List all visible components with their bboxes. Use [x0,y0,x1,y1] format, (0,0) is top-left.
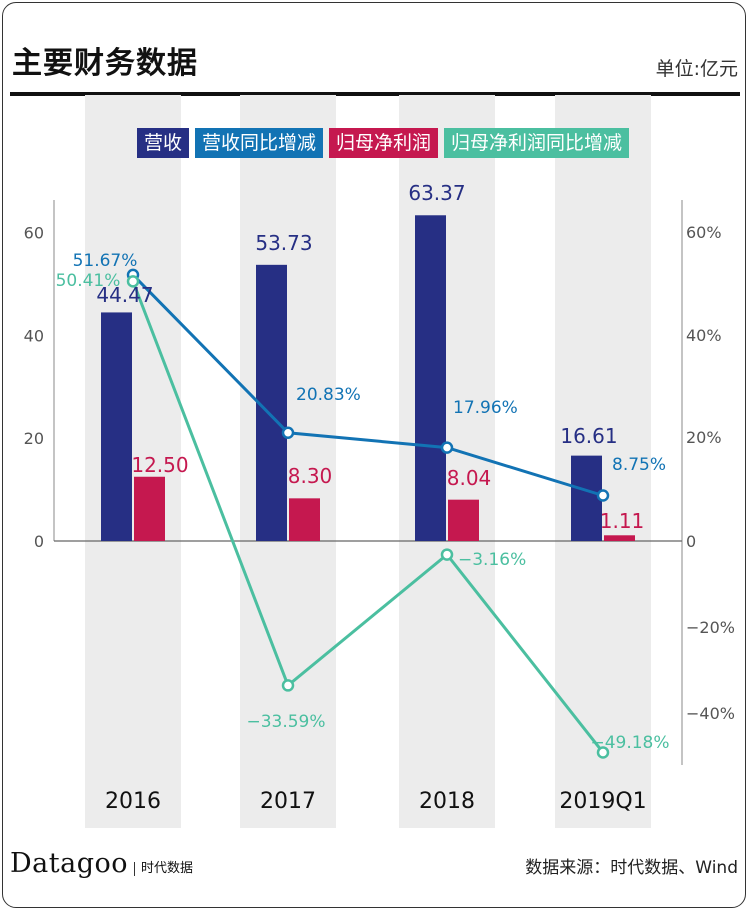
net-profit-yoy-point [440,548,454,561]
net-profit-value-label: 8.04 [447,466,492,490]
left-axis-tick-label: 0 [34,532,44,551]
category-label: 2019Q1 [559,789,646,814]
revenue-yoy-label: 20.83% [296,385,361,405]
chart-title: 主要财务数据 [12,46,198,81]
net-profit-value-label: 8.30 [288,464,333,488]
net-profit-yoy-point [126,275,140,288]
right-axis-tick-label: −20% [686,618,735,637]
right-axis-tick-label: 40% [686,326,722,345]
right-axis-tick-label: 20% [686,428,722,447]
net-profit-bar [448,499,479,541]
brand-subtitle: 时代数据 [134,862,193,876]
revenue-value-label: 44.47 [96,283,153,307]
right-axis-tick-label: 0 [686,532,696,551]
unit-label: 单位:亿元 [655,58,738,80]
net-profit-value-label: 1.11 [600,509,645,533]
legend-item-revenue: 营收 [137,128,190,158]
revenue-yoy-label: 17.96% [453,398,518,418]
revenue-bar [101,312,132,541]
source-note: 数据来源：时代数据、Wind [525,858,738,878]
category-label: 2018 [419,789,475,814]
net-profit-yoy-label: −33.59% [246,712,325,732]
net-profit-yoy-label: −3.16% [458,550,526,570]
brand-logo: Datagoo 时代数据 [10,848,193,879]
net-profit-value-label: 12.50 [131,453,188,477]
revenue-yoy-point [596,489,610,502]
legend-item-net-profit: 归母净利润 [329,128,439,158]
category-label: 2017 [260,789,316,814]
category-label: 2016 [105,789,161,814]
net-profit-yoy-point [281,679,295,692]
revenue-value-label: 53.73 [255,231,312,255]
revenue-yoy-line [131,273,604,497]
right-axis-tick-label: 60% [686,223,722,242]
brand-name: Datagoo [10,848,128,879]
left-axis-tick-label: 20 [24,429,44,448]
revenue-yoy-label: 8.75% [612,455,666,475]
left-axis-tick-label: 40 [24,326,44,345]
right-axis-tick-label: −40% [686,704,735,723]
net-profit-yoy-point [596,746,610,759]
revenue-yoy-label: 51.67% [73,251,138,271]
revenue-yoy-point [281,426,295,440]
revenue-bar [415,215,446,541]
net-profit-bar [289,498,320,541]
net-profit-bar [134,476,165,541]
revenue-value-label: 63.37 [408,181,465,205]
net-profit-yoy-label: 50.41% [56,271,121,291]
title-divider [10,92,740,96]
net-profit-yoy-line [131,280,605,754]
legend: 营收 营收同比增减 归母净利润 归母净利润同比增减 [137,128,630,158]
revenue-value-label: 16.61 [560,424,617,448]
legend-item-revenue-yoy: 营收同比增减 [195,128,324,158]
revenue-bar [256,264,287,541]
left-axis-tick-label: 60 [24,224,44,243]
revenue-yoy-point [440,441,454,454]
legend-item-net-profit-yoy: 归母净利润同比增减 [444,128,630,158]
net-profit-bar [604,535,635,541]
net-profit-yoy-label: −49.18% [590,733,669,753]
revenue-bar [571,455,602,541]
